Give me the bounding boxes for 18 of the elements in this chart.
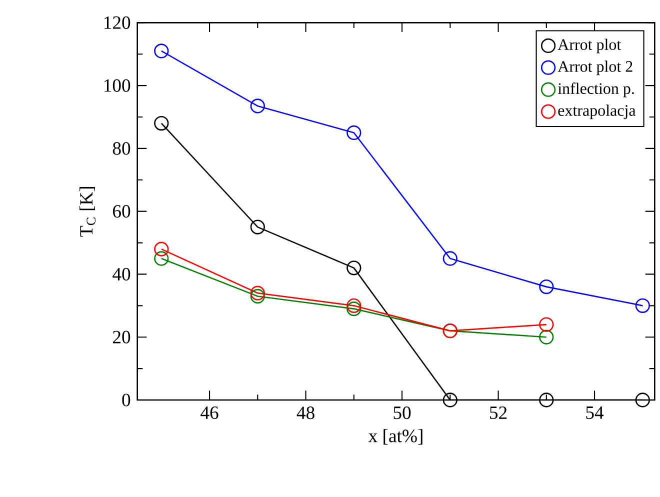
x-tick-label: 50: [394, 406, 411, 420]
legend-label: Arrot plot 2: [558, 60, 632, 76]
x-tick-label: 46: [200, 406, 218, 420]
y-tick-label: 40: [112, 268, 130, 281]
y-tick-label: 20: [112, 330, 130, 344]
legend-label: Arrot plot: [558, 38, 622, 54]
x-tick-label: 54: [586, 406, 604, 419]
legend-label: inflection p.: [558, 82, 634, 98]
y-tick-label: 80: [112, 142, 130, 155]
x-tick-label: 48: [296, 406, 314, 420]
y-tick-label: 120: [104, 16, 130, 29]
legend-label: extrapolacja: [558, 104, 636, 120]
y-axis-title: T$_{C}$ [K]: [80, 187, 96, 237]
y-tick-label: 60: [112, 205, 130, 218]
y-tick-label: 100: [104, 79, 130, 92]
x-axis-title: x [at%]: [368, 429, 422, 445]
x-tick-label: 52: [490, 406, 507, 420]
y-tick-label: 0: [122, 394, 130, 406]
